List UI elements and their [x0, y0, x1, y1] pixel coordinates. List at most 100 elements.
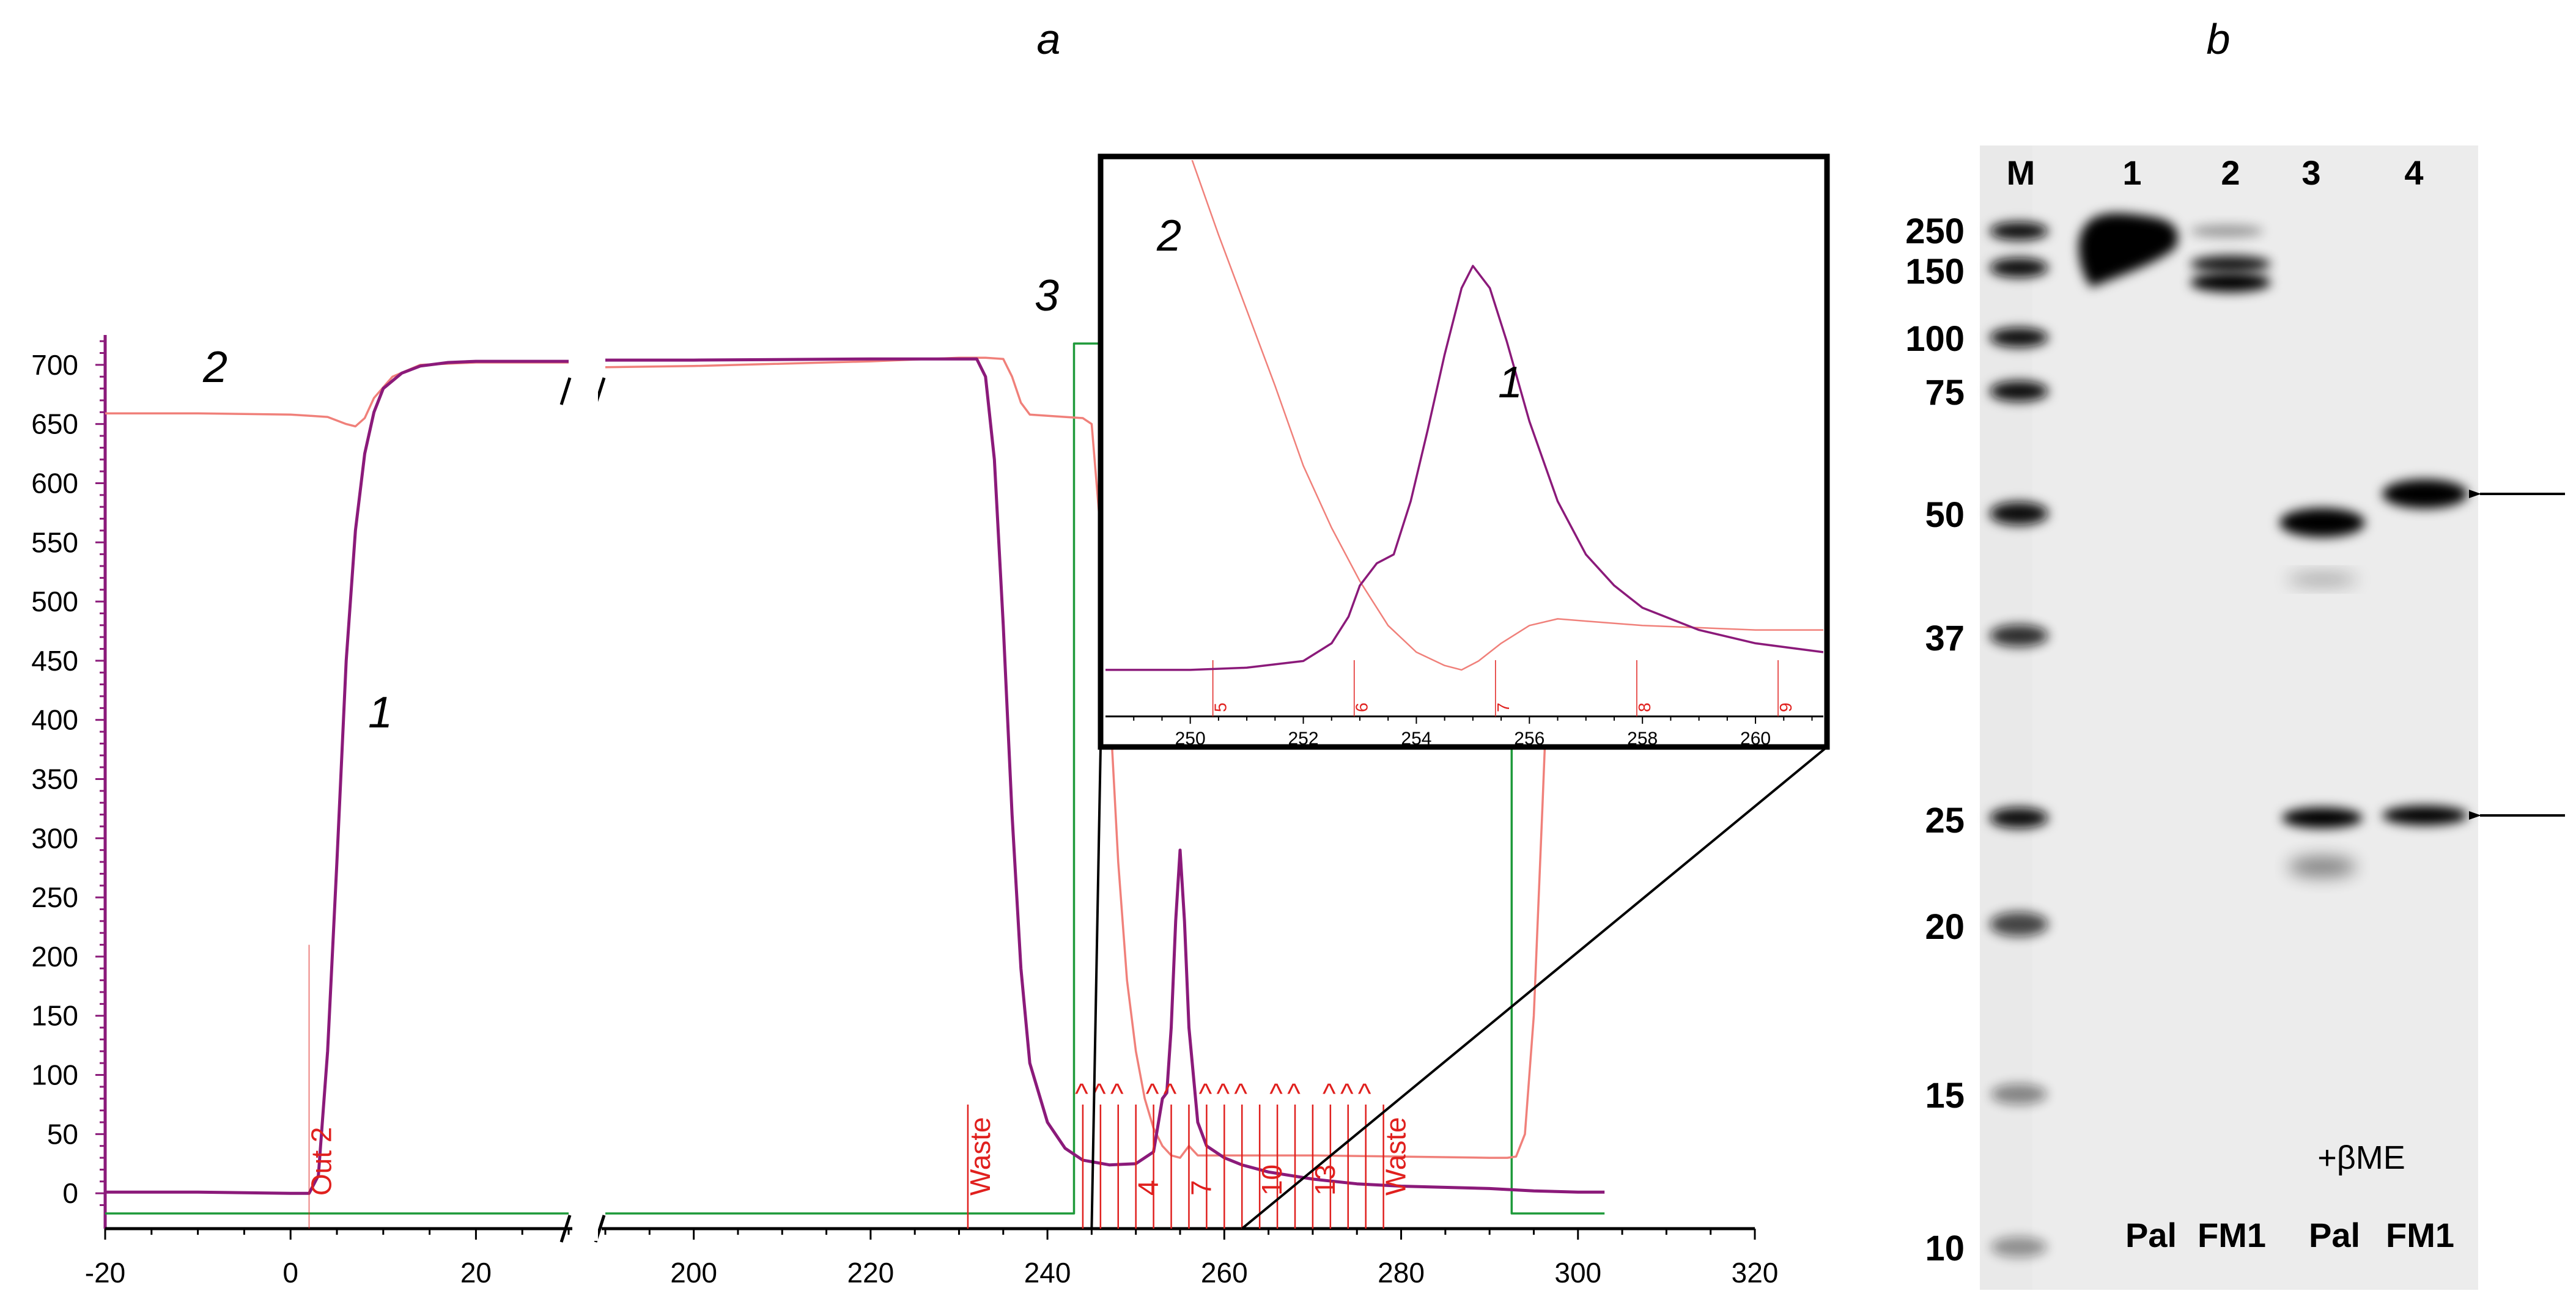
- plot-area: [559, 342, 606, 1243]
- mw-label-100: 100: [1905, 319, 1965, 359]
- fraction-label: Waste: [1380, 1117, 1412, 1196]
- x-tick-label: 300: [1554, 1257, 1601, 1289]
- lane-label-m: M: [2007, 153, 2035, 192]
- fraction-caret: ^: [1269, 1078, 1283, 1109]
- gel-image: [1980, 145, 2478, 1290]
- inset-curve-label-2: 2: [1156, 211, 1181, 260]
- inset-fraction-label: 5: [1211, 702, 1230, 712]
- x-tick-label: 200: [670, 1257, 717, 1289]
- panel-label-a: a: [1037, 15, 1061, 63]
- curve-label-3: 3: [1035, 271, 1059, 320]
- mw-label-37: 37: [1925, 619, 1965, 658]
- y-axis: 0 50 100 150 200 250 300 350 400 450 500 550 600 650 7…: [31, 335, 107, 1229]
- panel-label-b: b: [2207, 15, 2231, 63]
- inset-fraction-label: 9: [1776, 702, 1795, 712]
- inset-plot: 250 252 254 256 258 260 5 6 7 8 9: [1105, 160, 1823, 749]
- y-tick-label: 550: [31, 526, 78, 558]
- bottom-label-pal-2: Pal: [2309, 1216, 2360, 1254]
- fraction-caret: ^: [1217, 1078, 1230, 1109]
- zoom-line-right: [1241, 746, 1828, 1230]
- inset-x-tick-label: 260: [1740, 729, 1771, 749]
- fraction-markers: Out 2 Waste^ ^ ^4^ ^7^ ^ ^10^ ^13^ ^ ^Waste: [306, 944, 1412, 1229]
- y-tick-label: 150: [31, 1000, 78, 1032]
- fraction-caret: ^: [1199, 1078, 1212, 1109]
- fraction-caret: ^: [1340, 1078, 1354, 1109]
- x-tick-label: 320: [1732, 1257, 1779, 1289]
- inset-fraction-label: 6: [1353, 702, 1371, 712]
- inset-fraction-label: 8: [1635, 702, 1654, 712]
- lane-label-1: 1: [2122, 153, 2141, 192]
- lane-3-bands: [2279, 508, 2365, 877]
- y-tick-label: 600: [31, 467, 78, 499]
- x-axis: -20 0 20 200 220 240 260 280 300 320: [85, 1227, 1779, 1289]
- lane-label-4: 4: [2404, 153, 2423, 192]
- x-tick-label: -20: [85, 1257, 125, 1289]
- mw-label-250: 250: [1905, 211, 1965, 251]
- y-tick-label: 300: [31, 822, 78, 854]
- fraction-caret: ^: [1323, 1078, 1336, 1109]
- y-tick-label: 50: [47, 1118, 78, 1150]
- fraction-label: Waste: [964, 1117, 996, 1196]
- fraction-caret: ^: [1110, 1078, 1124, 1109]
- y-tick-label: 350: [31, 763, 78, 795]
- curve-label-2: 2: [202, 343, 227, 392]
- y-tick-label: 250: [31, 881, 78, 913]
- mw-label-20: 20: [1925, 907, 1965, 947]
- x-tick-label: 280: [1378, 1257, 1425, 1289]
- axis-break-gap: [572, 342, 598, 1241]
- y-tick-label: 700: [31, 349, 78, 381]
- inset-x-tick-label: 256: [1514, 729, 1544, 749]
- inset-frame: [1098, 153, 1830, 750]
- lane-2-bands: [2190, 225, 2271, 292]
- mw-label-15: 15: [1925, 1076, 1965, 1116]
- x-tick-label: 240: [1024, 1257, 1071, 1289]
- inset-zoom-chart: 250 252 254 256 258 260 5 6 7 8 9 2 1: [1098, 153, 1830, 750]
- inset-traces: [1105, 160, 1823, 671]
- inset-curve-label-1: 1: [1498, 358, 1522, 407]
- mw-label-150: 150: [1905, 252, 1965, 292]
- fraction-caret: ^: [1234, 1078, 1247, 1109]
- bottom-label-fm1-2: FM1: [2386, 1216, 2454, 1254]
- lane-1-bands: [2078, 213, 2178, 287]
- y-tick-label: 200: [31, 941, 78, 973]
- fraction-caret: ^: [1358, 1078, 1371, 1109]
- gel-panel: b: [1905, 15, 2565, 1290]
- lane-label-3: 3: [2301, 153, 2320, 192]
- reducing-agent-note: +βME: [2317, 1139, 2405, 1176]
- fraction-caret: ^: [1164, 1078, 1177, 1109]
- bottom-label-fm1-1: FM1: [2198, 1216, 2266, 1254]
- axis-break-mark: [559, 377, 572, 405]
- x-tick-label: 20: [460, 1257, 492, 1289]
- lane-4-bands: [2382, 479, 2468, 825]
- fraction-caret: ^: [1287, 1078, 1301, 1109]
- fraction-label: 7: [1185, 1180, 1217, 1196]
- y-tick-label: 450: [31, 645, 78, 677]
- y-tick-label: 500: [31, 586, 78, 617]
- mw-label-25: 25: [1925, 801, 1965, 840]
- fraction-label: 4: [1132, 1180, 1164, 1196]
- series-1-line: [105, 357, 1605, 1195]
- inset-fraction-label: 7: [1494, 702, 1513, 712]
- curve-label-1: 1: [368, 688, 393, 737]
- fraction-caret: ^: [1146, 1078, 1159, 1109]
- fraction-caret: ^: [1075, 1078, 1088, 1109]
- fraction-label: Out 2: [306, 1127, 338, 1196]
- y-tick-label: 650: [31, 408, 78, 440]
- x-tick-label: 260: [1201, 1257, 1248, 1289]
- zoom-line-left: [1090, 746, 1102, 1229]
- inset-x-tick-label: 258: [1627, 729, 1658, 749]
- zoom-connector-lines: [1090, 746, 1828, 1230]
- inset-x-tick-label: 250: [1175, 729, 1206, 749]
- mw-label-50: 50: [1925, 495, 1965, 535]
- y-tick-label: 0: [62, 1177, 78, 1209]
- marker-ladder: [1990, 222, 2048, 1257]
- bottom-label-pal-1: Pal: [2125, 1216, 2177, 1254]
- x-tick-label: 0: [282, 1257, 298, 1289]
- inset-series-2-line: [1191, 160, 1823, 671]
- chromatogram-panel: a 05010015020025030035040045050055060065…: [31, 15, 1830, 1289]
- lane-label-2: 2: [2221, 153, 2240, 192]
- inset-x-tick-label: 252: [1288, 729, 1319, 749]
- inset-series-1-line: [1105, 265, 1823, 671]
- x-tick-label: 220: [847, 1257, 894, 1289]
